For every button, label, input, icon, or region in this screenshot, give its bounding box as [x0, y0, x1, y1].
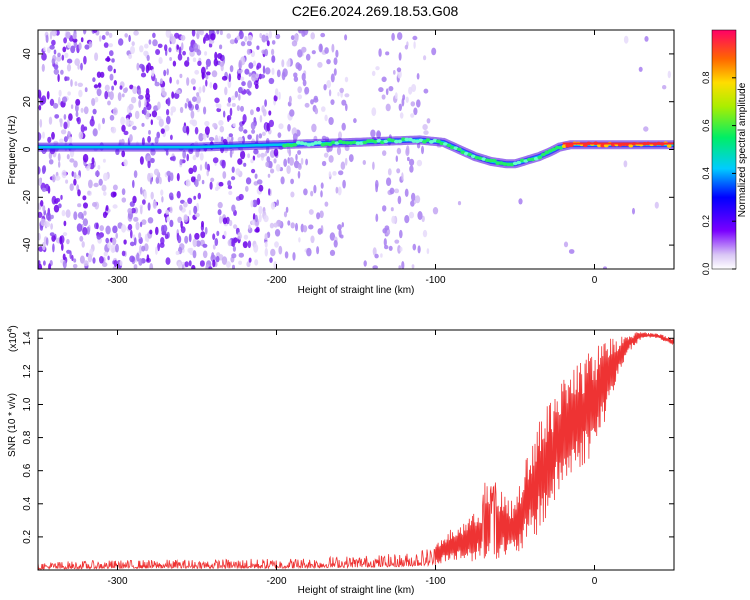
spectrogram-noise [38, 30, 671, 269]
x-tick-label: -300 [107, 275, 127, 286]
colorbar-tick-label: 0.8 [701, 72, 711, 85]
colorbar-tick-label: 0.6 [701, 119, 711, 132]
snr-x-axis: -300 -200 -100 0 [107, 330, 598, 587]
x-tick-label: -300 [107, 576, 127, 587]
colorbar-tick-label: 0.4 [701, 167, 711, 180]
x-tick-label: 0 [592, 275, 598, 286]
y-tick-label: -40 [22, 237, 33, 252]
y-tick-label: 0.6 [22, 463, 33, 477]
y-tick-label: 1.4 [22, 331, 33, 345]
x-tick-label: -100 [425, 576, 445, 587]
spectrogram-signal-track [38, 135, 674, 169]
colorbar-gradient [711, 29, 737, 270]
colorbar-tick-label: 0.0 [701, 263, 711, 276]
y-tick-label: 40 [22, 48, 33, 60]
snr-y-multiplier: (x104) [7, 325, 19, 352]
snr-panel: -300 -200 -100 0 0.2 0.4 0.6 0.8 1.0 1.2 1.4 Heig… [7, 325, 675, 596]
spectrogram-x-label: Height of straight line (km) [298, 285, 415, 296]
y-tick-label: 0.4 [22, 496, 33, 510]
colorbar-tick-label: 0.2 [701, 215, 711, 228]
figure-title: C2E6.2024.269.18.53.G08 [292, 3, 459, 19]
colorbar-ticks: 0.0 0.2 0.4 0.6 0.8 [701, 72, 736, 276]
y-tick-label: 0.8 [22, 430, 33, 444]
x-tick-label: -200 [266, 576, 286, 587]
y-tick-label: 0.2 [22, 530, 33, 544]
snr-frame [37, 329, 675, 571]
spectrogram-y-label: Frequency (Hz) [7, 116, 18, 185]
y-tick-label: 20 [22, 96, 33, 108]
snr-y-axis: 0.2 0.4 0.6 0.8 1.0 1.2 1.4 [22, 331, 674, 544]
snr-y-label: SNR (10 * v/v) [7, 393, 18, 457]
spectrogram-x-axis: -300 -200 -100 0 [107, 30, 598, 286]
x-tick-label: -100 [425, 275, 445, 286]
x-tick-label: -200 [266, 275, 286, 286]
snr-x-label: Height of straight line (km) [298, 585, 415, 596]
snr-series-line [38, 332, 674, 570]
colorbar: 0.0 0.2 0.4 0.6 0.8 Normalized spectral ampl… [701, 29, 748, 276]
y-tick-label: 0 [22, 146, 33, 152]
y-tick-label: 1.0 [22, 397, 33, 411]
x-tick-label: 0 [592, 576, 598, 587]
y-tick-label: -20 [22, 190, 33, 205]
y-tick-label: 1.2 [22, 364, 33, 378]
colorbar-label: Normalized spectral amplitude [737, 82, 748, 217]
spectrogram-y-axis: -40 -20 0 20 40 [22, 48, 674, 252]
